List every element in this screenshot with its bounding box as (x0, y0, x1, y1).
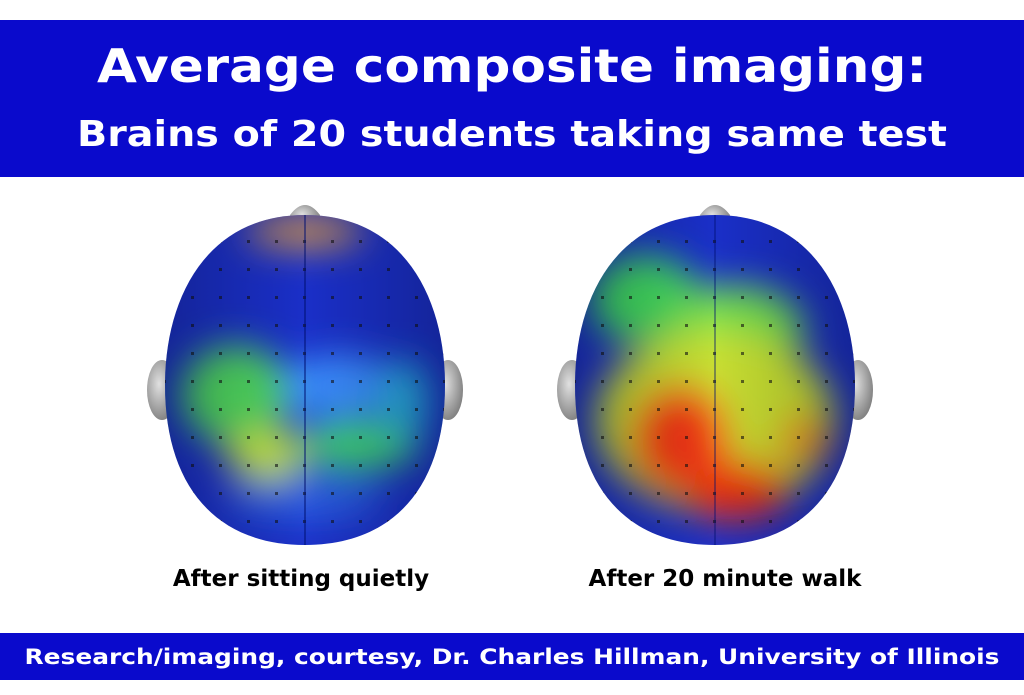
brain-image (147, 205, 463, 545)
title: Average composite imaging: (97, 39, 927, 93)
credit: Research/imaging, courtesy, Dr. Charles … (25, 645, 1000, 669)
subtitle: Brains of 20 students taking same test (77, 114, 947, 155)
caption: After 20 minute walk (589, 566, 863, 592)
footer-band (0, 633, 1024, 680)
header-band (0, 20, 1024, 177)
caption: After sitting quietly (173, 566, 429, 592)
brain-image (557, 205, 873, 545)
